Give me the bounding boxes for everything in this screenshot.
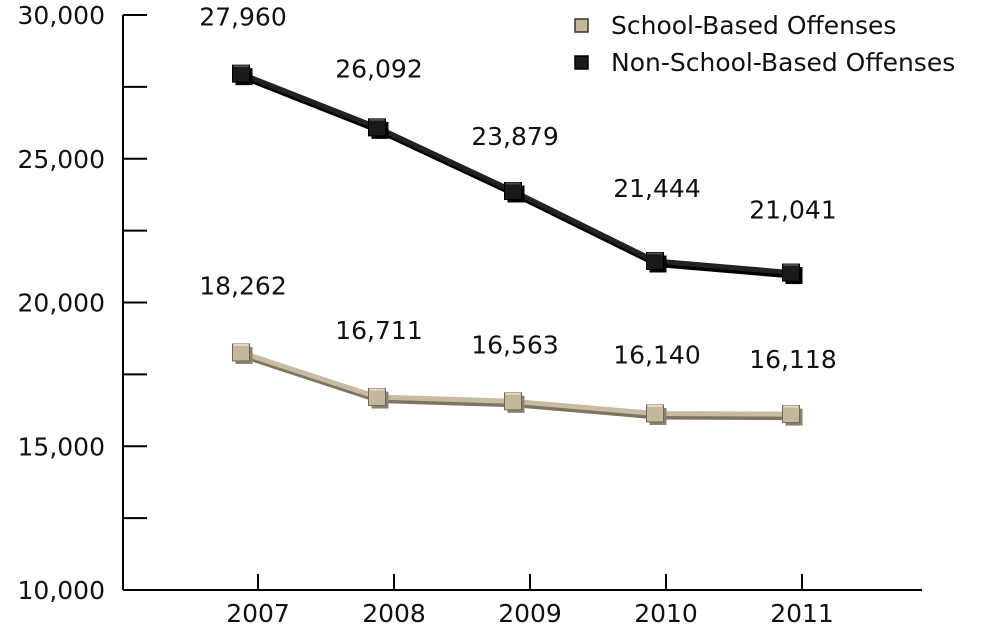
x-tick-label: 2009	[498, 599, 562, 626]
data-point-school	[504, 392, 525, 413]
marker	[782, 263, 800, 282]
y-tick-label: 10,000	[18, 576, 105, 605]
data-point-school	[646, 404, 667, 425]
marker	[504, 392, 522, 411]
marker	[368, 118, 386, 137]
y-tick-label: 25,000	[18, 145, 105, 174]
marker	[368, 388, 386, 407]
series-line-non-school	[240, 71, 792, 276]
marker	[504, 181, 522, 200]
data-label-non-school: 23,879	[471, 122, 558, 151]
x-tick-label: 2011	[770, 599, 834, 626]
series-layer	[232, 64, 803, 426]
marker	[232, 343, 250, 362]
axes: 10,000 15,000 20,000 25,000 30,000 2007 2008 20…	[18, 1, 922, 626]
data-label-school: 16,140	[613, 340, 700, 369]
marker	[782, 405, 800, 424]
data-point-non-school	[782, 263, 803, 285]
data-point-school	[368, 388, 389, 409]
legend-label: School-Based Offenses	[611, 11, 896, 40]
x-tick-label: 2007	[226, 599, 290, 626]
marker	[646, 404, 664, 423]
y-tick-label: 15,000	[18, 432, 105, 461]
data-label-school: 18,262	[199, 271, 286, 300]
legend-item-non-school: Non-School-Based Offenses	[574, 48, 955, 77]
data-label-school: 16,563	[471, 330, 558, 359]
data-label-non-school: 27,960	[199, 3, 286, 32]
marker	[232, 64, 250, 83]
legend-swatch	[574, 55, 589, 70]
data-label-non-school: 21,444	[613, 174, 700, 203]
x-tick-label: 2010	[634, 599, 698, 626]
data-point-non-school	[646, 251, 667, 273]
legend-item-school: School-Based Offenses	[574, 11, 896, 40]
data-point-non-school	[504, 181, 525, 203]
data-point-school	[782, 405, 803, 426]
data-point-non-school	[232, 64, 253, 86]
marker	[646, 251, 664, 270]
data-point-non-school	[368, 118, 389, 139]
y-tick-label: 30,000	[18, 1, 105, 30]
x-tick-label: 2008	[362, 599, 426, 626]
legend-label: Non-School-Based Offenses	[611, 48, 955, 77]
legend-swatch	[574, 18, 589, 33]
data-label-school: 16,118	[749, 345, 836, 374]
data-label-non-school: 26,092	[335, 54, 422, 83]
data-labels: 18,262 16,711 16,563 16,140 16,118 27,960 26,0…	[199, 3, 836, 374]
data-label-non-school: 21,041	[749, 196, 836, 225]
y-tick-label: 20,000	[18, 289, 105, 318]
data-label-school: 16,711	[335, 316, 422, 345]
data-point-school	[232, 343, 253, 364]
legend: School-Based Offenses Non-School-Based Of…	[574, 11, 955, 77]
